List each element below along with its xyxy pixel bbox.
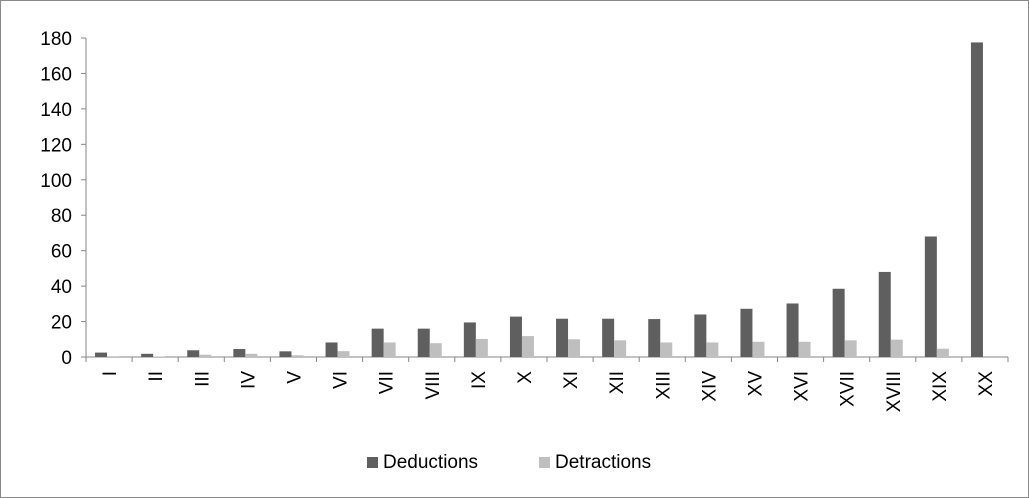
bar-deductions-vii: [371, 328, 384, 357]
bar-deductions-vi: [325, 342, 338, 357]
y-axis: 0 20 40 60 80 100 120 140 160 180: [40, 29, 87, 369]
bar-detractions-xv: [752, 341, 765, 357]
x-tick-label: XV: [745, 371, 766, 397]
bar-deductions-xii: [602, 318, 615, 357]
bar-deductions-xv: [740, 308, 753, 357]
bar-detractions-xiv: [706, 342, 719, 357]
bar-detractions-xix: [936, 348, 949, 357]
bar-detractions-x: [521, 336, 534, 357]
bar-deductions-viii: [417, 328, 430, 357]
bar-detractions-i: [107, 356, 120, 357]
x-tick-label: V: [284, 371, 305, 384]
bar-detractions-ii: [153, 356, 166, 357]
bar-detractions-xviii: [890, 339, 903, 357]
bar-detractions-xi: [568, 339, 581, 357]
bar-deductions-xiv: [694, 314, 707, 357]
y-tick-label: 140: [40, 100, 72, 121]
bar-deductions-x: [509, 316, 522, 357]
y-tick-label: 0: [61, 348, 72, 369]
bar-deductions-xviii: [878, 271, 891, 357]
bar-deductions-xix: [924, 236, 937, 357]
bar-deductions-i: [95, 352, 108, 357]
bar-detractions-xii: [614, 340, 627, 357]
x-tick-label: XIII: [653, 371, 674, 400]
y-tick-label: 160: [40, 64, 72, 85]
x-tick-label: I: [100, 371, 121, 376]
bar-deductions-xvi: [786, 303, 799, 357]
legend-label-detractions: Detractions: [555, 452, 651, 473]
x-tick-label: VIII: [423, 371, 444, 400]
bar-deductions-xx: [970, 42, 983, 358]
y-tick-label: 60: [51, 242, 72, 263]
bar-deductions-ii: [141, 353, 154, 357]
x-tick-label: II: [146, 371, 167, 382]
y-tick-label: 180: [40, 29, 72, 50]
x-tick-label: XI: [561, 371, 582, 389]
y-tick-label: 80: [51, 206, 72, 227]
bar-detractions-xvii: [844, 340, 857, 357]
bar-detractions-ix: [475, 338, 488, 357]
x-tick-label: XII: [607, 371, 628, 394]
y-tick-label: 100: [40, 171, 72, 192]
x-tick-label: IX: [469, 371, 490, 389]
y-tick-label: 40: [51, 277, 72, 298]
x-tick-label: VI: [331, 371, 352, 389]
bar-detractions-v: [291, 355, 304, 357]
x-tick-label: XIV: [699, 371, 720, 402]
x-axis: I II III IV V VI VII VIII IX X XI XII XIII XIV XV XVI XV…: [85, 356, 1009, 412]
bar-deductions-iii: [187, 350, 200, 357]
x-tick-label: XVIII: [884, 371, 905, 412]
bar-detractions-viii: [429, 343, 442, 357]
bar-detractions-xiii: [660, 342, 673, 357]
x-tick-label: IV: [238, 371, 259, 389]
y-tick-label: 120: [40, 135, 72, 156]
bar-deductions-ix: [463, 322, 476, 357]
legend-swatch-detractions: [539, 457, 550, 468]
bar-detractions-xvi: [798, 341, 811, 357]
x-tick-label: X: [515, 371, 536, 384]
legend-label-deductions: Deductions: [383, 452, 478, 473]
bar-detractions-iv: [245, 353, 258, 357]
x-tick-label: VII: [377, 371, 398, 394]
x-tick-label: III: [192, 371, 213, 387]
bar-detractions-vii: [383, 342, 396, 357]
bar-detractions-iii: [199, 354, 212, 357]
bar-deductions-xvii: [832, 288, 845, 357]
x-tick-label: XIX: [930, 371, 951, 402]
legend: Deductions Detractions: [367, 452, 651, 473]
x-tick-label: XVII: [838, 371, 859, 407]
legend-swatch-deductions: [367, 457, 378, 468]
x-tick-label: XVI: [792, 371, 813, 402]
y-tick-label: 20: [51, 313, 72, 334]
bar-deductions-xiii: [648, 319, 661, 357]
bar-deductions-xi: [556, 318, 569, 357]
x-tick-label: XX: [976, 371, 997, 397]
bar-deductions-v: [279, 351, 292, 357]
bar-deductions-iv: [233, 349, 246, 357]
bar-detractions-vi: [337, 351, 350, 357]
bars: [95, 42, 983, 358]
